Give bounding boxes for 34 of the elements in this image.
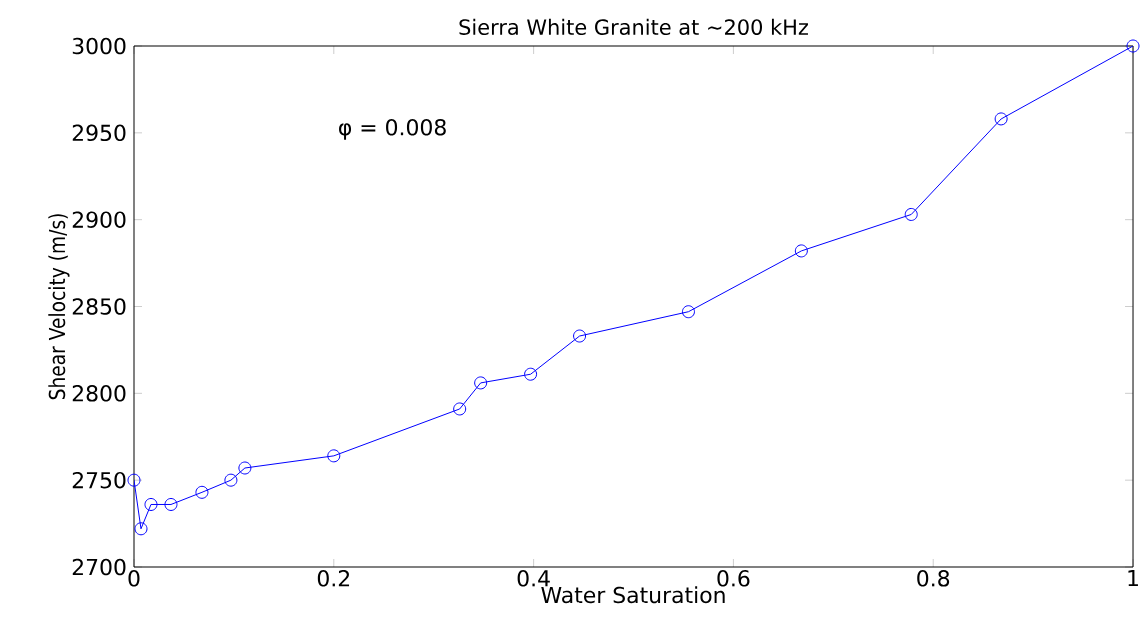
y-tick-label: 2800 — [72, 385, 126, 402]
annotation: φ = 0.008 — [339, 118, 446, 140]
point — [1126, 39, 1140, 53]
point — [994, 112, 1008, 126]
point — [164, 497, 178, 511]
point — [144, 497, 158, 511]
x-tick-label: 0 — [128, 570, 140, 587]
x-tick-label: 0.6 — [717, 570, 750, 587]
point — [524, 367, 538, 381]
point — [224, 473, 238, 487]
y-tick-label: 2700 — [72, 558, 126, 576]
y-tick-label: 2750 — [72, 471, 126, 489]
point — [573, 329, 587, 343]
point — [134, 522, 148, 536]
point — [195, 485, 209, 499]
point — [681, 305, 695, 319]
chart-title: Sierra White Granite at ~200 kHz — [459, 18, 808, 35]
y-tick-label: 3000 — [72, 37, 126, 55]
point — [474, 376, 488, 390]
point — [127, 473, 141, 487]
point — [904, 207, 918, 221]
x-tick-label: 0.4 — [517, 570, 550, 587]
x-tick-label: 0.2 — [317, 570, 350, 587]
point — [794, 244, 808, 258]
point — [238, 461, 252, 475]
y-tick-label: 2950 — [72, 124, 126, 142]
point — [453, 402, 467, 416]
y-tick-label: 2850 — [72, 298, 126, 315]
y-axis-title: Shear Velocity (m/s) — [48, 214, 70, 400]
point — [327, 449, 341, 463]
x-tick-label: 0.8 — [917, 570, 950, 587]
x-tick-label: 1 — [1128, 570, 1138, 587]
y-tick-label: 2900 — [72, 211, 126, 228]
x-axis-title: Water Saturation — [541, 586, 725, 604]
